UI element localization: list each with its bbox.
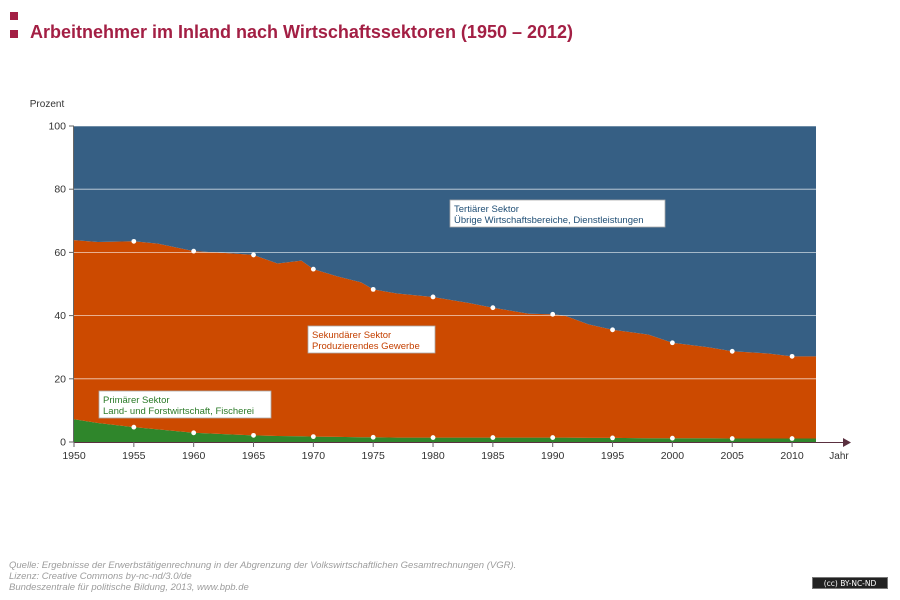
page-title: Arbeitnehmer im Inland nach Wirtschaftss…: [30, 22, 574, 42]
primary-marker-1980: [430, 435, 436, 440]
tertiary-sector-area: [74, 126, 816, 357]
secondary-marker-1990: [550, 311, 556, 317]
secondary-marker-2000: [669, 340, 675, 346]
primary-marker-1975: [370, 434, 376, 440]
secondary-label-line-2: Produzierendes Gewerbe: [312, 341, 420, 352]
x-tick-label-2010: 2010: [780, 450, 804, 462]
primary-marker-2000: [669, 435, 675, 441]
primary-label-box: [98, 390, 272, 419]
primary-marker-1990: [550, 435, 556, 440]
y-tick-label-100: 100: [48, 121, 66, 133]
primary-marker-1955: [131, 424, 137, 430]
primary-marker-1995: [610, 435, 615, 441]
tertiary-label-line-1: Tertiärer Sektor: [454, 204, 519, 215]
secondary-marker-1985: [490, 305, 496, 311]
secondary-marker-1970: [310, 266, 316, 272]
secondary-marker-2005: [729, 348, 735, 354]
x-tick-label-1955: 1955: [122, 450, 146, 462]
secondary-marker-1965: [251, 252, 256, 258]
primary-marker-1970: [310, 434, 316, 440]
tertiary-label-line-2: Übrige Wirtschaftsbereiche, Dienstleistu…: [454, 215, 644, 226]
secondary-label-line-1: Sekundärer Sektor: [312, 330, 391, 341]
x-tick-label-1960: 1960: [182, 450, 206, 462]
secondary-marker-1995: [610, 327, 615, 333]
primary-marker-1960: [191, 430, 197, 436]
source-note: Quelle: Ergebnisse der Erwerbstätigenrec…: [9, 560, 517, 571]
y-tick-label-0: 0: [60, 437, 66, 449]
x-tick-label-1980: 1980: [421, 450, 445, 462]
primary-sector-area: [74, 419, 816, 442]
secondary-sector-area: [74, 240, 816, 439]
x-tick-label-2000: 2000: [661, 450, 685, 462]
secondary-label-box: [307, 325, 436, 354]
license-note: Lizenz: Creative Commons by-nc-nd/3.0/de: [9, 571, 192, 582]
x-axis-label: Jahr: [829, 451, 849, 462]
primary-marker-2005: [729, 436, 735, 441]
x-tick-label-1985: 1985: [481, 450, 505, 462]
secondary-marker-1960: [191, 248, 197, 254]
y-axis-label: Prozent: [30, 99, 65, 110]
primary-marker-2010: [789, 436, 795, 441]
y-tick-label-40: 40: [54, 310, 66, 322]
title-marker: [10, 30, 18, 38]
publisher-note: Bundeszentrale für politische Bildung, 2…: [9, 582, 249, 593]
x-tick-label-1950: 1950: [62, 450, 86, 462]
primary-label-line-2: Land- und Forstwirtschaft, Fischerei: [103, 406, 254, 417]
secondary-marker-1955: [131, 238, 137, 244]
title-marker-top: [10, 12, 18, 20]
x-tick-label-1995: 1995: [601, 450, 625, 462]
cc-license-badge: (cc) BY-NC-ND: [812, 577, 888, 589]
x-axis-arrow-icon: [843, 438, 851, 447]
x-tick-label-2005: 2005: [721, 450, 745, 462]
chart-footer: Quelle: Ergebnisse der Erwerbstätigenrec…: [9, 560, 516, 593]
secondary-marker-1975: [370, 286, 376, 292]
primary-marker-1965: [251, 432, 256, 438]
primary-marker-1985: [490, 435, 496, 440]
x-tick-label-1990: 1990: [541, 450, 565, 462]
secondary-marker-2010: [789, 353, 795, 359]
x-tick-label-1975: 1975: [362, 450, 386, 462]
x-tick-label-1965: 1965: [242, 450, 266, 462]
y-tick-label-20: 20: [54, 373, 66, 385]
x-tick-label-1970: 1970: [302, 450, 326, 462]
y-tick-label-80: 80: [54, 184, 66, 196]
tertiary-label-box: [449, 199, 666, 228]
primary-label-line-1: Primärer Sektor: [103, 395, 170, 406]
y-tick-label-60: 60: [54, 247, 66, 259]
secondary-marker-1980: [430, 294, 436, 300]
